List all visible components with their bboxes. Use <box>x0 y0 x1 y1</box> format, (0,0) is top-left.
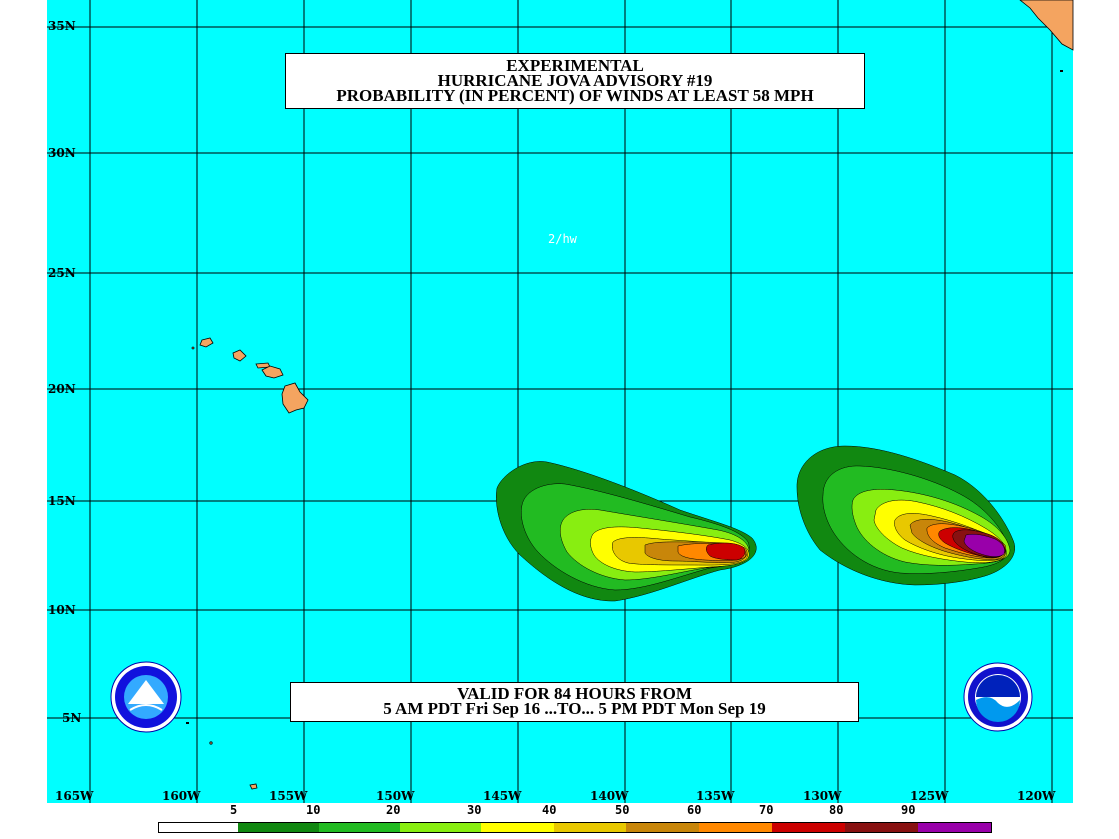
legend-swatch <box>319 823 400 832</box>
valid-time-box: VALID FOR 84 HOURS FROM 5 AM PDT Fri Sep… <box>290 682 859 722</box>
probability-contours-1 <box>496 461 757 602</box>
ocean-background <box>47 0 1073 803</box>
legend-label: 20 <box>386 803 401 817</box>
legend-swatch <box>554 823 626 832</box>
island-kauai <box>199 337 214 348</box>
valid-line-2: 5 AM PDT Fri Sep 16 ...TO... 5 PM PDT Mo… <box>383 699 766 718</box>
legend-label: 70 <box>759 803 774 817</box>
title-line-1: EXPERIMENTAL <box>506 56 644 75</box>
lat-label-15n: 15N <box>48 494 76 508</box>
legend-label: 80 <box>829 803 844 817</box>
probability-contours-2 <box>796 445 1015 586</box>
lat-label-30n: 30N <box>48 146 76 160</box>
legend-swatch <box>238 823 319 832</box>
lon-label-130w: 130W <box>803 789 842 803</box>
legend-label: 50 <box>615 803 630 817</box>
lon-label-160w: 160W <box>162 789 201 803</box>
lon-label-150w: 150W <box>376 789 415 803</box>
lat-label-20n: 20N <box>48 382 76 396</box>
lon-label-135w: 135W <box>696 789 735 803</box>
noaa-logo-icon <box>963 662 1033 732</box>
legend-swatch <box>481 823 554 832</box>
lat-label-35n: 35N <box>48 19 76 33</box>
lat-label-5n: 5N <box>62 711 82 725</box>
legend-color-bar <box>158 822 992 833</box>
title-box: EXPERIMENTAL HURRICANE JOVA ADVISORY #19… <box>285 53 865 109</box>
lon-label-155w: 155W <box>269 789 308 803</box>
legend-swatch <box>699 823 772 832</box>
lon-label-165w: 165W <box>55 789 94 803</box>
lat-label-10n: 10N <box>48 603 76 617</box>
legend-label: 10 <box>306 803 321 817</box>
legend-swatch <box>159 823 238 832</box>
title-line-3: PROBABILITY (IN PERCENT) OF WINDS AT LEA… <box>336 86 814 105</box>
north-america-coast <box>1019 0 1074 51</box>
legend-swatch <box>400 823 481 832</box>
forecaster-credit: 2/hw <box>548 232 577 246</box>
legend-swatch <box>626 823 699 832</box>
island-hawaii <box>281 382 309 414</box>
lon-label-140w: 140W <box>590 789 629 803</box>
legend-swatch <box>845 823 918 832</box>
legend-label: 5 <box>230 803 238 817</box>
legend-swatch <box>772 823 845 832</box>
nws-logo-icon <box>110 661 182 733</box>
lon-label-145w: 145W <box>483 789 522 803</box>
legend-label: 40 <box>542 803 557 817</box>
lon-label-125w: 125W <box>910 789 949 803</box>
valid-line-1: VALID FOR 84 HOURS FROM <box>457 684 692 703</box>
island-maui <box>261 365 284 379</box>
legend-label: 60 <box>687 803 702 817</box>
lat-label-25n: 25N <box>48 266 76 280</box>
island-oahu <box>232 349 247 362</box>
legend-swatch <box>918 823 991 832</box>
land-areas <box>191 0 1074 790</box>
lon-label-120w: 120W <box>1017 789 1056 803</box>
legend-label: 30 <box>467 803 482 817</box>
title-line-2: HURRICANE JOVA ADVISORY #19 <box>437 71 713 90</box>
legend-label: 90 <box>901 803 916 817</box>
